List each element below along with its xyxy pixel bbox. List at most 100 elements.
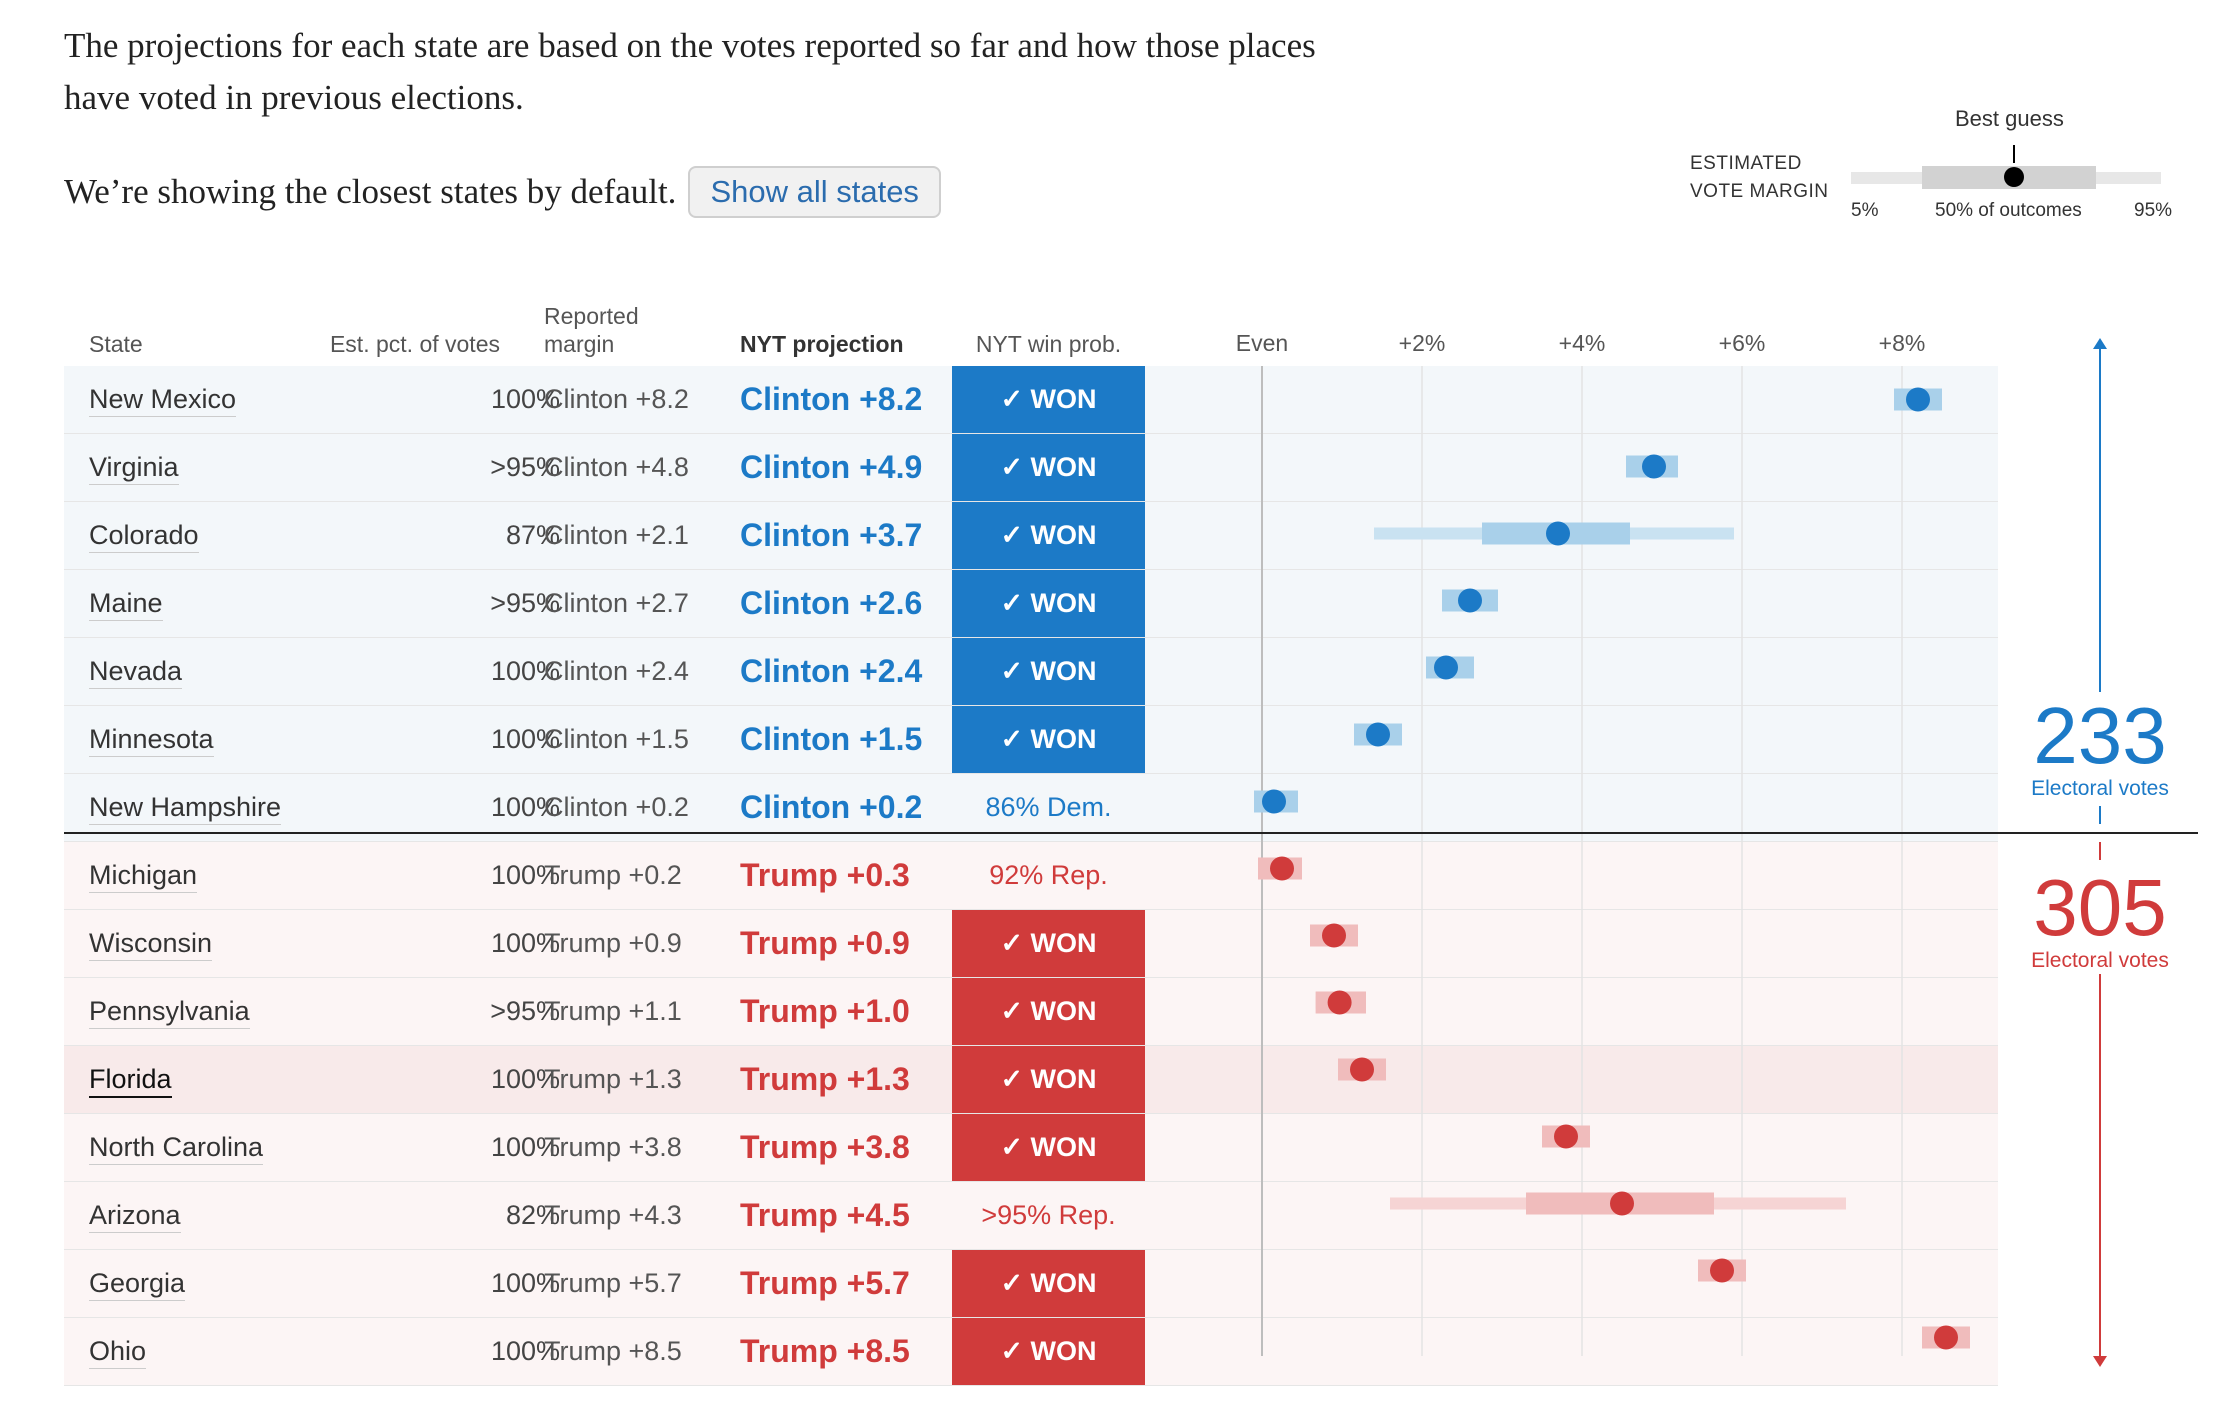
party-divider xyxy=(64,832,2198,834)
dem-arrow-line xyxy=(2099,346,2101,692)
x-tick-label: Even xyxy=(1235,330,1289,356)
dem-electoral-votes: 233 Electoral votes xyxy=(2010,696,2190,802)
win-probability: 92% Rep. xyxy=(989,860,1108,890)
x-tick-label: +6% xyxy=(1718,330,1766,356)
reported-margin: Clinton +2.4 xyxy=(544,656,689,686)
state-row: Ohio 100% Trump +8.5 Trump +8.5 ✓ WON xyxy=(64,1318,1998,1386)
state-name: Minnesota xyxy=(89,706,214,773)
state-name: New Mexico xyxy=(89,366,237,433)
est-pct-votes: 100% xyxy=(490,1064,560,1094)
est-pct-votes: 100% xyxy=(490,1132,560,1162)
estimate-dot xyxy=(1327,990,1352,1015)
state-name: Arizona xyxy=(89,1182,181,1249)
state-link[interactable]: North Carolina xyxy=(89,1132,264,1165)
arrow-down-icon xyxy=(2093,1356,2107,1367)
reported-margin: Clinton +0.2 xyxy=(544,792,689,822)
state-name: Virginia xyxy=(89,434,179,501)
legend-title-line2: VOTE MARGIN xyxy=(1690,181,1829,202)
state-link[interactable]: Maine xyxy=(89,588,163,621)
est-pct-votes: 87% xyxy=(505,520,560,550)
header-est-pct: Est. pct. of votes xyxy=(329,331,500,357)
state-row: New Mexico 100% Clinton +8.2 Clinton +8.2 ✓ … xyxy=(64,366,1998,434)
state-link[interactable]: Arizona xyxy=(89,1200,181,1233)
reported-margin: Trump +5.7 xyxy=(544,1268,682,1298)
legend-best-guess-tick xyxy=(2013,145,2015,163)
intro-text: The projections for each state are based… xyxy=(64,20,1364,218)
reported-margin: Trump +0.9 xyxy=(544,928,682,958)
header-reported-margin: Reported margin xyxy=(544,302,639,358)
nyt-projection: Trump +0.9 xyxy=(740,925,910,961)
win-probability: ✓ WON xyxy=(952,570,1145,637)
state-name: Nevada xyxy=(89,638,183,705)
nyt-projection: Trump +0.3 xyxy=(740,857,910,893)
nyt-projection: Trump +3.8 xyxy=(740,1129,910,1165)
state-name: New Hampshire xyxy=(89,774,282,841)
state-row: Pennsylvania >95% Trump +1.1 Trump +1.0 ✓ WO… xyxy=(64,978,1998,1046)
win-probability: ✓ WON xyxy=(952,434,1145,501)
state-name: Maine xyxy=(89,570,163,637)
state-link[interactable]: Minnesota xyxy=(89,724,214,757)
est-pct-votes: 100% xyxy=(490,724,560,754)
nyt-projection: Clinton +4.9 xyxy=(740,449,923,485)
state-name: Florida xyxy=(89,1046,172,1113)
reported-margin: Trump +1.3 xyxy=(544,1064,682,1094)
reported-margin: Trump +4.3 xyxy=(544,1200,682,1230)
x-tick-label: +8% xyxy=(1878,330,1926,356)
intro-paragraph: The projections for each state are based… xyxy=(64,26,1316,117)
state-link[interactable]: Georgia xyxy=(89,1268,186,1301)
state-link[interactable]: Ohio xyxy=(89,1336,147,1369)
state-row: Maine >95% Clinton +2.7 Clinton +2.6 ✓ WON xyxy=(64,570,1998,638)
dem-arrow-line-lower xyxy=(2099,806,2101,824)
state-name: Ohio xyxy=(89,1318,147,1385)
nyt-projection: Trump +4.5 xyxy=(740,1197,910,1233)
rep-electoral-count: 305 xyxy=(2033,863,2167,952)
win-probability: ✓ WON xyxy=(952,502,1145,569)
win-probability: ✓ WON xyxy=(952,638,1145,705)
vote-margin-legend: ESTIMATED VOTE MARGIN Best guess 5% 50% … xyxy=(1690,100,2190,230)
state-row: Minnesota 100% Clinton +1.5 Clinton +1.5 ✓ W… xyxy=(64,706,1998,774)
legend-title: ESTIMATED VOTE MARGIN xyxy=(1690,150,1829,206)
state-link[interactable]: Pennsylvania xyxy=(89,996,250,1029)
estimate-dot xyxy=(1270,856,1294,881)
show-all-states-button[interactable]: Show all states xyxy=(688,166,941,218)
reported-margin: Clinton +1.5 xyxy=(544,724,689,754)
nyt-projection: Trump +1.0 xyxy=(740,993,910,1029)
legend-best-guess-dot xyxy=(2004,167,2024,187)
estimate-dot xyxy=(1350,1057,1374,1082)
est-pct-votes: 100% xyxy=(490,1336,560,1366)
win-probability: ✓ WON xyxy=(952,1114,1145,1181)
estimate-dot xyxy=(1458,588,1482,613)
win-probability: ✓ WON xyxy=(952,1250,1145,1317)
state-row: Wisconsin 100% Trump +0.9 Trump +0.9 ✓ WON xyxy=(64,910,1998,978)
reported-margin: Trump +3.8 xyxy=(544,1132,682,1162)
win-probability: >95% Rep. xyxy=(981,1200,1116,1230)
nyt-projection: Trump +5.7 xyxy=(740,1265,910,1301)
header-reported-line2: margin xyxy=(544,331,615,357)
rep-electoral-votes: 305 Electoral votes xyxy=(2010,868,2190,974)
state-link[interactable]: Colorado xyxy=(89,520,199,553)
state-link[interactable]: New Hampshire xyxy=(89,792,282,825)
estimate-dot xyxy=(1546,521,1570,546)
state-link[interactable]: Virginia xyxy=(89,452,179,485)
state-link[interactable]: Florida xyxy=(89,1064,172,1098)
header-win-prob: NYT win prob. xyxy=(975,331,1122,357)
state-link[interactable]: Nevada xyxy=(89,656,183,689)
state-row: North Carolina 100% Trump +3.8 Trump +3.8 ✓ … xyxy=(64,1114,1998,1182)
estimate-dot xyxy=(1610,1191,1634,1216)
state-row: Florida 100% Trump +1.3 Trump +1.3 ✓ WON xyxy=(64,1046,1998,1114)
arrow-up-icon xyxy=(2093,338,2107,349)
state-link[interactable]: Michigan xyxy=(89,860,198,893)
state-name: Michigan xyxy=(89,842,198,909)
estimate-dot xyxy=(1366,722,1390,747)
est-pct-votes: 100% xyxy=(490,656,560,686)
nyt-projection: Clinton +8.2 xyxy=(740,381,923,417)
intro-paragraph-default: We’re showing the closest states by defa… xyxy=(64,166,1364,218)
reported-margin: Clinton +2.1 xyxy=(544,520,689,550)
default-states-note: We’re showing the closest states by defa… xyxy=(64,172,677,211)
state-link[interactable]: New Mexico xyxy=(89,384,237,417)
reported-margin: Trump +0.2 xyxy=(544,860,682,890)
legend-best-guess-label: Best guess xyxy=(1955,106,2064,131)
state-link[interactable]: Wisconsin xyxy=(89,928,213,961)
reported-margin: Trump +8.5 xyxy=(544,1336,682,1366)
dem-electoral-label: Electoral votes xyxy=(2031,777,2169,800)
